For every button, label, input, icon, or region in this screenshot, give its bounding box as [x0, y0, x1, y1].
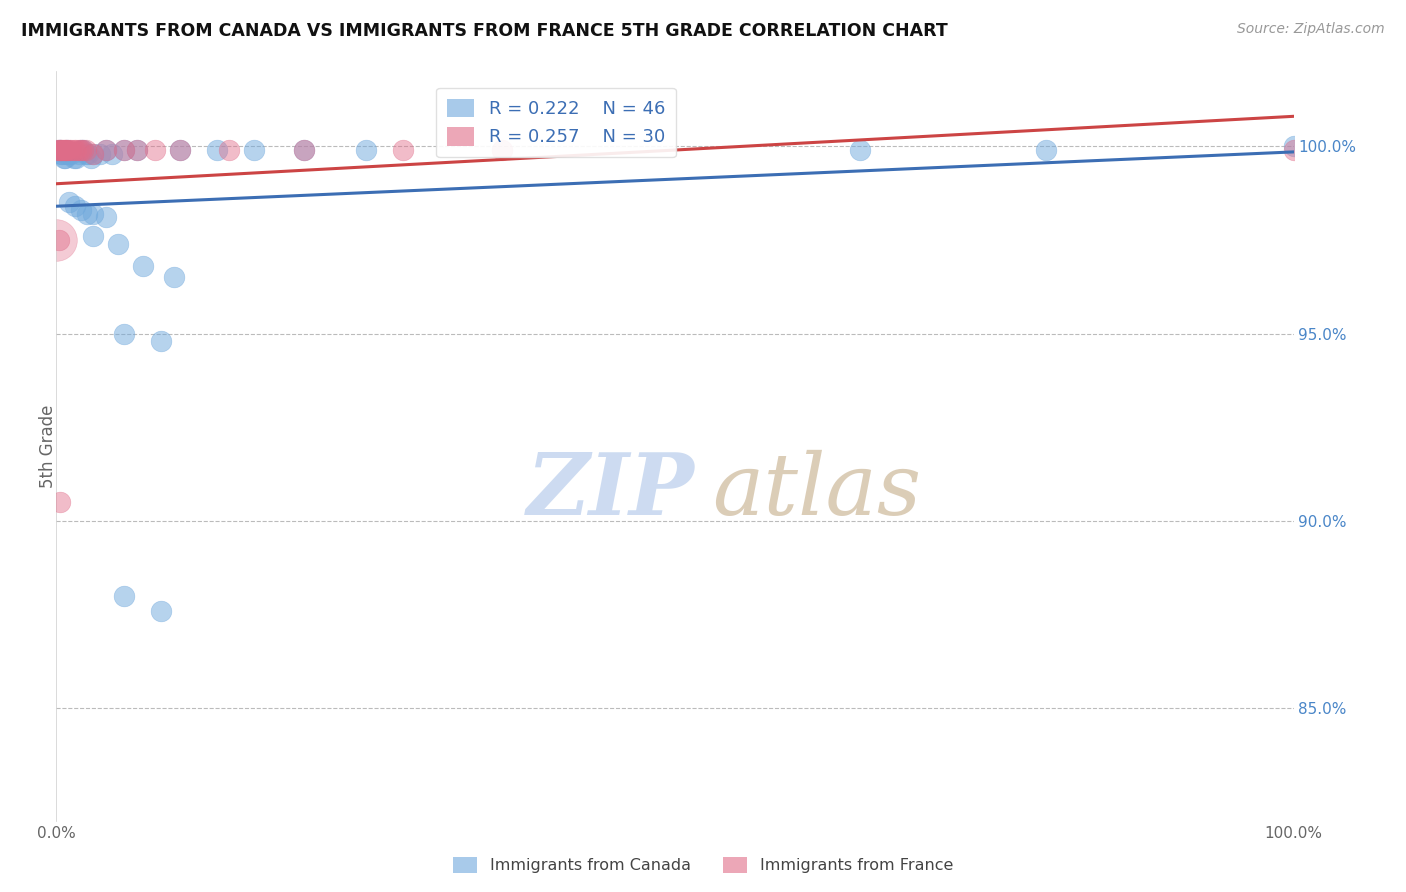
- Immigrants from Canada: [1035, 143, 1057, 157]
- Immigrants from Canada: [292, 143, 315, 157]
- Immigrants from Canada: [53, 151, 76, 165]
- Immigrants from France: [67, 143, 90, 157]
- Immigrants from Canada: [67, 146, 90, 161]
- Immigrants from France: [60, 143, 83, 157]
- Immigrants from France: [65, 143, 87, 157]
- Immigrants from Canada: [58, 146, 80, 161]
- Immigrants from Canada: [107, 236, 129, 251]
- Legend: R = 0.222    N = 46, R = 0.257    N = 30: R = 0.222 N = 46, R = 0.257 N = 30: [436, 88, 676, 157]
- Immigrants from France: [169, 143, 191, 157]
- Immigrants from France: [51, 143, 73, 157]
- Immigrants from France: [46, 143, 69, 157]
- Point: [45, 233, 67, 247]
- Immigrants from France: [51, 143, 73, 157]
- Immigrants from Canada: [1282, 139, 1305, 153]
- Immigrants from France: [48, 233, 70, 247]
- Immigrants from Canada: [77, 146, 100, 161]
- Text: IMMIGRANTS FROM CANADA VS IMMIGRANTS FROM FRANCE 5TH GRADE CORRELATION CHART: IMMIGRANTS FROM CANADA VS IMMIGRANTS FRO…: [21, 22, 948, 40]
- Immigrants from Canada: [52, 151, 75, 165]
- Immigrants from Canada: [60, 146, 83, 161]
- Immigrants from Canada: [82, 146, 104, 161]
- Immigrants from France: [143, 143, 166, 157]
- Immigrants from France: [58, 143, 80, 157]
- Immigrants from Canada: [112, 589, 135, 603]
- Legend: Immigrants from Canada, Immigrants from France: Immigrants from Canada, Immigrants from …: [447, 850, 959, 880]
- Immigrants from France: [292, 143, 315, 157]
- Text: ZIP: ZIP: [526, 450, 695, 533]
- Immigrants from France: [391, 143, 413, 157]
- Text: Source: ZipAtlas.com: Source: ZipAtlas.com: [1237, 22, 1385, 37]
- Immigrants from Canada: [849, 143, 872, 157]
- Immigrants from Canada: [354, 143, 377, 157]
- Immigrants from Canada: [101, 146, 124, 161]
- Immigrants from Canada: [163, 270, 186, 285]
- Immigrants from France: [82, 146, 104, 161]
- Immigrants from Canada: [65, 151, 87, 165]
- Immigrants from Canada: [243, 143, 266, 157]
- Immigrants from Canada: [58, 195, 80, 210]
- Immigrants from France: [62, 143, 84, 157]
- Immigrants from Canada: [132, 259, 155, 273]
- Immigrants from France: [1282, 143, 1305, 157]
- Immigrants from France: [491, 143, 513, 157]
- Immigrants from France: [49, 495, 72, 509]
- Immigrants from Canada: [112, 326, 135, 341]
- Immigrants from Canada: [75, 146, 97, 161]
- Immigrants from Canada: [56, 143, 79, 157]
- Immigrants from Canada: [72, 143, 94, 157]
- Immigrants from France: [218, 143, 240, 157]
- Immigrants from Canada: [169, 143, 191, 157]
- Immigrants from France: [56, 143, 79, 157]
- Immigrants from France: [75, 143, 97, 157]
- Immigrants from France: [70, 143, 93, 157]
- Immigrants from France: [94, 143, 117, 157]
- Immigrants from Canada: [112, 143, 135, 157]
- Immigrants from Canada: [94, 143, 117, 157]
- Immigrants from Canada: [94, 211, 117, 225]
- Immigrants from Canada: [48, 143, 70, 157]
- Immigrants from Canada: [82, 207, 104, 221]
- Immigrants from France: [55, 143, 77, 157]
- Immigrants from Canada: [63, 199, 86, 213]
- Immigrants from Canada: [70, 202, 93, 217]
- Immigrants from France: [72, 143, 94, 157]
- Immigrants from Canada: [205, 143, 228, 157]
- Immigrants from France: [125, 143, 148, 157]
- Immigrants from Canada: [49, 143, 72, 157]
- Immigrants from Canada: [70, 143, 93, 157]
- Immigrants from Canada: [82, 229, 104, 244]
- Immigrants from Canada: [150, 604, 173, 618]
- Immigrants from Canada: [51, 146, 73, 161]
- Immigrants from Canada: [150, 334, 173, 348]
- Immigrants from France: [112, 143, 135, 157]
- Immigrants from Canada: [51, 146, 73, 161]
- Immigrants from France: [49, 143, 72, 157]
- Immigrants from Canada: [125, 143, 148, 157]
- Immigrants from Canada: [89, 146, 111, 161]
- Immigrants from France: [48, 143, 70, 157]
- Immigrants from France: [52, 143, 75, 157]
- Y-axis label: 5th Grade: 5th Grade: [39, 404, 56, 488]
- Text: atlas: atlas: [711, 450, 921, 533]
- Immigrants from Canada: [80, 151, 103, 165]
- Immigrants from Canada: [76, 207, 98, 221]
- Immigrants from France: [53, 143, 76, 157]
- Immigrants from Canada: [62, 151, 84, 165]
- Immigrants from Canada: [55, 146, 77, 161]
